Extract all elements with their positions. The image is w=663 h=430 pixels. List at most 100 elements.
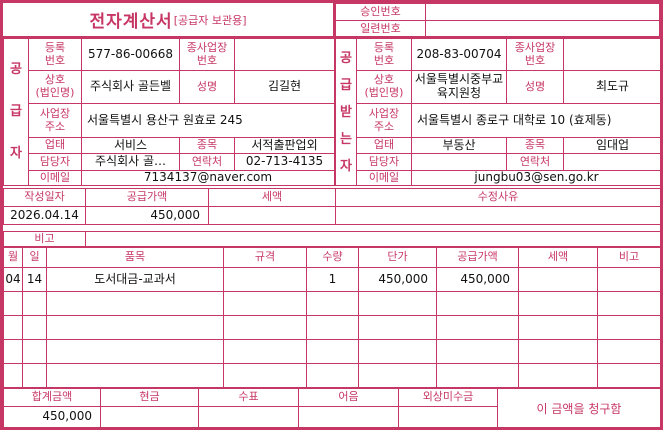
buyer-name-value: 서울특별시중부교육지원청: [411, 70, 507, 104]
supplier-name-value: 주식회사 골든벨: [81, 70, 180, 104]
item-row: [3, 363, 660, 388]
supplier-contact-label: 담당자: [28, 153, 82, 171]
item-unitprice: [358, 363, 437, 388]
item-unitprice: [358, 291, 437, 316]
buyer-section: 공 급 받 는 자 등록 번호 208-83-00704 종사업장 번호 상호 …: [335, 38, 660, 186]
col-tax-label: 세액: [518, 247, 598, 268]
buyer-email-value: jungbu03@sen.go.kr: [411, 170, 660, 186]
supplier-subplace-label: 종사업장 번호: [179, 38, 235, 71]
remark-section: 비고: [3, 231, 660, 247]
item-note: [597, 315, 660, 340]
buyer-biztype-value: 부동산: [411, 137, 507, 154]
buyer-subplace-label: 종사업장 번호: [506, 38, 564, 71]
item-unitprice: 450,000: [358, 267, 437, 292]
item-name: 도서대금-교과서: [46, 267, 224, 292]
item-note: [597, 339, 660, 364]
item-unitprice: [358, 339, 437, 364]
item-note: [597, 291, 660, 316]
col-qty-label: 수량: [306, 247, 359, 268]
buyer-side-label: 공 급 받 는 자: [335, 38, 357, 186]
invoice-title: 전자계산서 [공급자 보관용]: [3, 3, 335, 36]
check-label: 수표: [198, 388, 299, 407]
check-value: [198, 406, 299, 427]
total-amount-value: 450,000: [3, 406, 101, 427]
supplier-address-label: 사업장 주소: [28, 103, 82, 138]
tax-amount-value: [208, 206, 336, 225]
header-band: 전자계산서 [공급자 보관용] 승인번호 일련번호: [3, 3, 660, 38]
item-qty: [306, 363, 359, 388]
item-supply: [436, 291, 519, 316]
buyer-ceo-value: 최도규: [563, 70, 660, 104]
item-unitprice: [358, 315, 437, 340]
credit-value: [398, 406, 498, 427]
item-note: [597, 363, 660, 388]
write-date-label: 작성일자: [3, 188, 86, 207]
cash-value: [100, 406, 199, 427]
col-unitprice-label: 단가: [358, 247, 437, 268]
buyer-contact-value: [411, 153, 507, 171]
item-tax: [518, 315, 598, 340]
buyer-contact-label: 담당자: [356, 153, 412, 171]
revision-reason-label: 수정사유: [335, 188, 660, 207]
buyer-address-label: 사업장 주소: [356, 103, 412, 138]
bill-label: 어음: [298, 388, 399, 407]
buyer-address-value: 서울특별시 종로구 대학로 10 (효제동): [411, 103, 660, 138]
item-qty: [306, 339, 359, 364]
item-tax: [518, 339, 598, 364]
item-row: [3, 291, 660, 316]
item-day: 14: [22, 267, 47, 292]
supplier-phone-value: 02-713-4135: [234, 153, 335, 171]
item-supply: [436, 315, 519, 340]
col-supply-label: 공급가액: [436, 247, 519, 268]
item-name: [46, 363, 224, 388]
total-amount-label: 합계금액: [3, 388, 101, 407]
item-day: [22, 315, 47, 340]
remark-label: 비고: [3, 231, 86, 247]
approval-number-label: 승인번호: [335, 3, 426, 21]
item-month: [3, 339, 23, 364]
approval-table: 승인번호 일련번호: [335, 3, 660, 38]
col-spec-label: 규격: [223, 247, 307, 268]
serial-number-label: 일련번호: [335, 20, 426, 38]
supplier-subplace-value: [234, 38, 335, 71]
serial-number-value: [425, 20, 660, 38]
amount-statement: 이 금액을 청구함: [497, 388, 660, 427]
remark-value: [85, 231, 660, 247]
item-month: [3, 363, 23, 388]
buyer-email-label: 이메일: [356, 170, 412, 186]
item-supply: 450,000: [436, 267, 519, 292]
item-supply: [436, 339, 519, 364]
supplier-reg-value: 577-86-00668: [81, 38, 180, 71]
col-month-label: 월: [3, 247, 23, 268]
col-item-label: 품목: [46, 247, 224, 268]
supplier-section: 공 급 자 등록 번호 577-86-00668 종사업장 번호 상호 (법인명…: [3, 38, 335, 186]
item-name: [46, 339, 224, 364]
item-note: [597, 267, 660, 292]
supplier-bizitem-value: 서적출판업외: [234, 137, 335, 154]
approval-number-value: [425, 3, 660, 21]
item-month: [3, 291, 23, 316]
item-name: [46, 291, 224, 316]
item-row: [3, 339, 660, 364]
buyer-phone-value: [563, 153, 660, 171]
supplier-contact-value: 주식회사 골…: [81, 153, 180, 171]
item-day: [22, 339, 47, 364]
parties-band: 공 급 자 등록 번호 577-86-00668 종사업장 번호 상호 (법인명…: [3, 38, 660, 186]
item-spec: [223, 363, 307, 388]
revision-reason-value: [335, 206, 660, 225]
supplier-reg-label: 등록 번호: [28, 38, 82, 71]
item-supply: [436, 363, 519, 388]
buyer-biztype-label: 업태: [356, 137, 412, 154]
supplier-address-value: 서울특별시 용산구 원효로 245: [81, 103, 335, 138]
col-day-label: 일: [22, 247, 47, 268]
item-day: [22, 363, 47, 388]
buyer-subplace-value: [563, 38, 660, 71]
item-row: [3, 315, 660, 340]
item-qty: [306, 315, 359, 340]
item-spec: [223, 339, 307, 364]
supplier-biztype-value: 서비스: [81, 137, 180, 154]
item-spec: [223, 315, 307, 340]
supplier-email-label: 이메일: [28, 170, 82, 186]
bill-value: [298, 406, 399, 427]
supplier-name-label: 상호 (법인명): [28, 70, 82, 104]
